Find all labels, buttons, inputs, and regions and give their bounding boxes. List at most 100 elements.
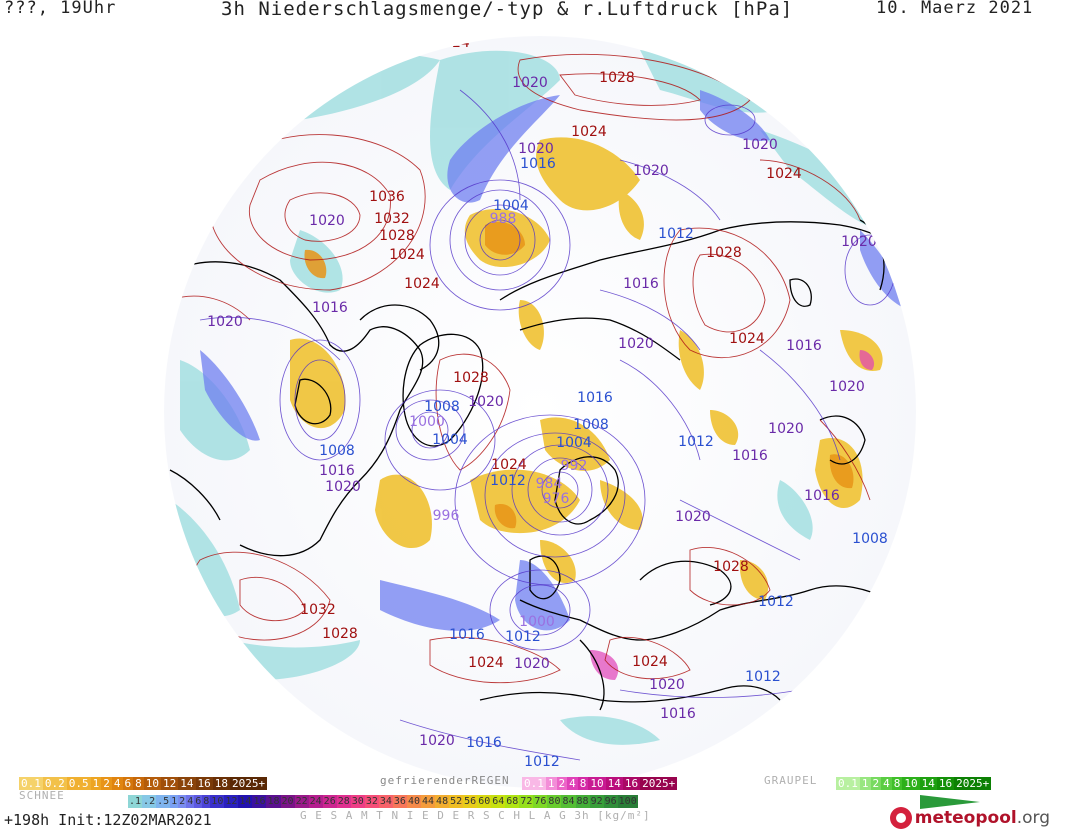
isobar-label: 1012 (490, 473, 526, 489)
isobars-low (199, 89, 896, 761)
isobar-label: 992 (561, 458, 588, 474)
legend-cell: 1 (545, 777, 557, 790)
legend-cell: 52 (449, 795, 464, 808)
legend-freezing-scale: 0.1 1 2 4 8 10 14 16 2025+ (522, 777, 678, 790)
legend-cell: 0.2 (42, 777, 67, 790)
isobar-label: 1020 (468, 394, 504, 410)
legend-cell: 88 (575, 795, 590, 808)
legend-cell: 60 (477, 795, 492, 808)
isobar-label: 1008 (852, 531, 888, 547)
isobar-label: 1032 (300, 602, 336, 618)
legend-cell: 12 (161, 777, 179, 790)
legend-cell: 0.1 (522, 777, 546, 790)
legend-cell: 0.1 (19, 777, 43, 790)
isobar-label: 1004 (493, 198, 529, 214)
isobar-label: 1020 (633, 163, 669, 179)
isobar-label: 1020 (309, 213, 345, 229)
isobar-label: 1036 (369, 189, 405, 205)
legend-total-arrow (920, 795, 980, 809)
legend-cell: 24 (308, 795, 323, 808)
legend-cell: 10 (588, 777, 606, 790)
legend-cell: 100 (617, 795, 638, 808)
header-date: 10. Maerz 2021 (876, 0, 1034, 18)
legend-cell: 14 (605, 777, 623, 790)
isobar-label: 1020 (419, 733, 455, 749)
legend-cell: 1 (90, 777, 102, 790)
isobar-label: 1004 (432, 432, 468, 448)
legend-cell: .2 (142, 795, 157, 808)
legend-cell: 96 (603, 795, 618, 808)
isobar-label: 1000 (519, 614, 555, 630)
legend-cell: 1 (170, 795, 179, 808)
isobar-label: 1020 (768, 421, 804, 437)
legend-cell: 8 (202, 795, 211, 808)
legend-cell: 20 (280, 795, 295, 808)
legend-cell: 2025+ (230, 777, 268, 790)
isobar-label: 1012 (745, 669, 781, 685)
legend-cell: 16 (936, 777, 955, 790)
legend-cell: 34 (378, 795, 393, 808)
legend-cell: 8 (891, 777, 903, 790)
isobar-label: 1020 (325, 479, 361, 495)
legend-cell: .1 (128, 795, 143, 808)
legend-cell: 4 (567, 777, 578, 790)
brand-logo[interactable]: meteopool .org (889, 807, 1050, 829)
legend-cell: 6 (122, 777, 134, 790)
legend-cell: 18 (212, 777, 230, 790)
isobar-label: 1024 (766, 166, 802, 182)
isobar-label: 1016 (732, 448, 768, 464)
legend-cell: 4 (186, 795, 195, 808)
legend-cell: 18 (266, 795, 281, 808)
legend-cell: 14 (178, 777, 196, 790)
legend-cell: 30 (350, 795, 365, 808)
isobar-label: 1008 (573, 417, 609, 433)
precip-orange (304, 221, 854, 529)
isobar-label: 1016 (577, 390, 613, 406)
header-title: 3h Niederschlagsmenge/-typ & r.Luftdruck… (221, 0, 794, 20)
legend-cell: 72 (519, 795, 534, 808)
isobar-label: 1020 (841, 234, 877, 250)
isobar-label: 1012 (524, 754, 560, 770)
legend-cell: 8 (577, 777, 589, 790)
legend-cell: 16 (252, 795, 267, 808)
legend-cell: 2025+ (954, 777, 992, 790)
isobar-label: 1020 (742, 137, 778, 153)
legend-cell: 16 (195, 777, 213, 790)
isobar-label: 984 (536, 476, 563, 492)
isobar-label: 1008 (319, 443, 355, 459)
legend-cell: 10 (143, 777, 161, 790)
isobar-label: 1016 (804, 488, 840, 504)
legend-cell: 10 (210, 795, 225, 808)
isobar-label: 1028 (379, 228, 415, 244)
precip-yellow (290, 137, 883, 600)
legend-cell: 84 (561, 795, 576, 808)
legend-cell: 2 (178, 795, 187, 808)
isobar-label: 1024 (632, 654, 668, 670)
legend-cell: 12 (224, 795, 239, 808)
legend-cell: 80 (547, 795, 562, 808)
isobar-label: 1020 (675, 509, 711, 525)
legend-cell: 22 (294, 795, 309, 808)
legend-cell: 32 (364, 795, 379, 808)
isobar-label: 1000 (409, 414, 445, 430)
forecast-init: +198h Init:12Z02MAR2021 (4, 811, 212, 829)
legend-cell: 8 (133, 777, 144, 790)
legend-cell: 14 (238, 795, 253, 808)
isobar-label: 976 (543, 491, 570, 507)
isobar-label: 1020 (207, 314, 243, 330)
isobar-label: 1004 (556, 435, 592, 451)
isobar-label: 1020 (518, 141, 554, 157)
legend-cell: 64 (491, 795, 506, 808)
legend-cell: 0.1 (836, 777, 860, 790)
isobar-label: 1008 (424, 399, 460, 415)
legend-cell: 2 (556, 777, 568, 790)
legend-cell: 44 (421, 795, 436, 808)
isobar-label: 1016 (319, 463, 355, 479)
isobar-label: 1028 (599, 70, 635, 86)
legend-freezing-title: gefrierenderREGEN (380, 774, 510, 787)
isobar-label: 1032 (374, 211, 410, 227)
legend-cell: 2025+ (640, 777, 678, 790)
legend-total-title: G E S A M T N I E D E R S C H L A G 3h [… (300, 809, 651, 822)
isobar-label: 1028 (322, 626, 358, 642)
